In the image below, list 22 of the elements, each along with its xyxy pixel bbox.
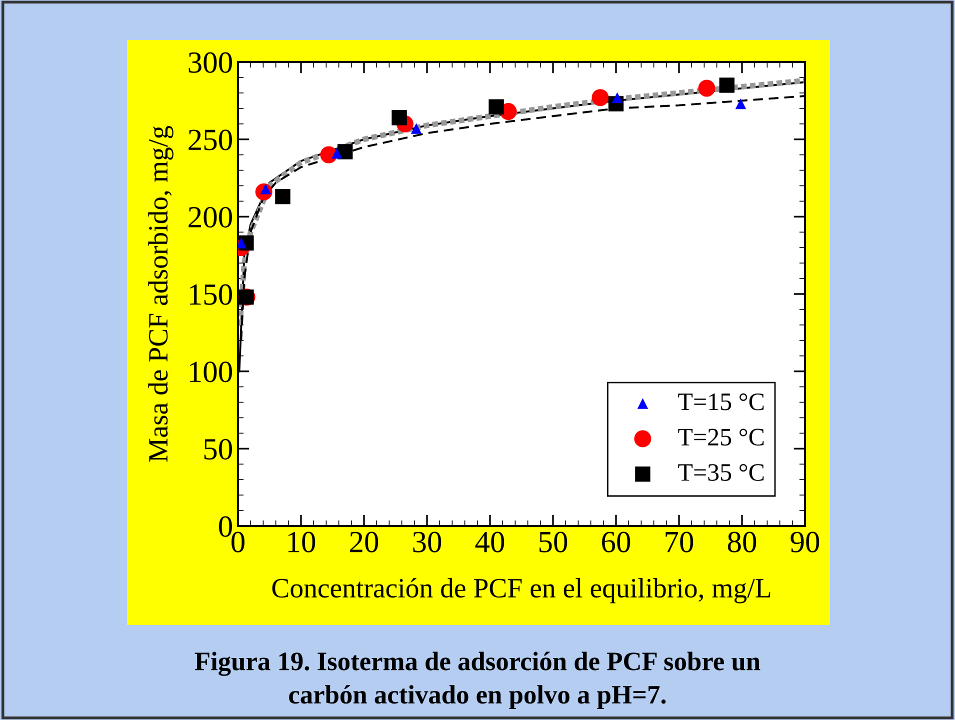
y-axis-title: Masa de PCF adsorbido, mg/g bbox=[148, 126, 174, 462]
y-tick-label: 300 bbox=[188, 52, 232, 73]
x-tick-label: 60 bbox=[602, 532, 630, 552]
y-tick-label: 150 bbox=[190, 284, 232, 305]
x-tick-label: 10 bbox=[288, 532, 316, 552]
x-tick-label: 70 bbox=[666, 532, 694, 552]
y-tick-label: 50 bbox=[204, 438, 232, 460]
x-tick-label: 40 bbox=[475, 532, 504, 552]
x-tick-label: 80 bbox=[728, 532, 756, 552]
legend-label: T=25 °C bbox=[678, 428, 764, 446]
y-tick-label: 250 bbox=[188, 130, 232, 150]
text: Figura 19. Isoterma de adsorción de PCF sobre un carbón activado en polvo a pH=7. bbox=[194, 652, 760, 710]
x-tick-label: 30 bbox=[413, 532, 442, 552]
legend-label: T=35 °C bbox=[678, 464, 764, 481]
x-tick-label: 50 bbox=[540, 532, 568, 552]
y-tick-label: 100 bbox=[190, 362, 232, 382]
x-axis-title: Concentración de PCF en el equilibrio, mg/L bbox=[272, 578, 770, 604]
legend-label: T=15 °C bbox=[678, 393, 764, 410]
x-tick-label: 90 bbox=[790, 532, 820, 552]
x-tick-label: 20 bbox=[350, 532, 378, 552]
y-tick-label: 200 bbox=[188, 206, 232, 228]
y-tick-label: 0 bbox=[219, 516, 232, 537]
